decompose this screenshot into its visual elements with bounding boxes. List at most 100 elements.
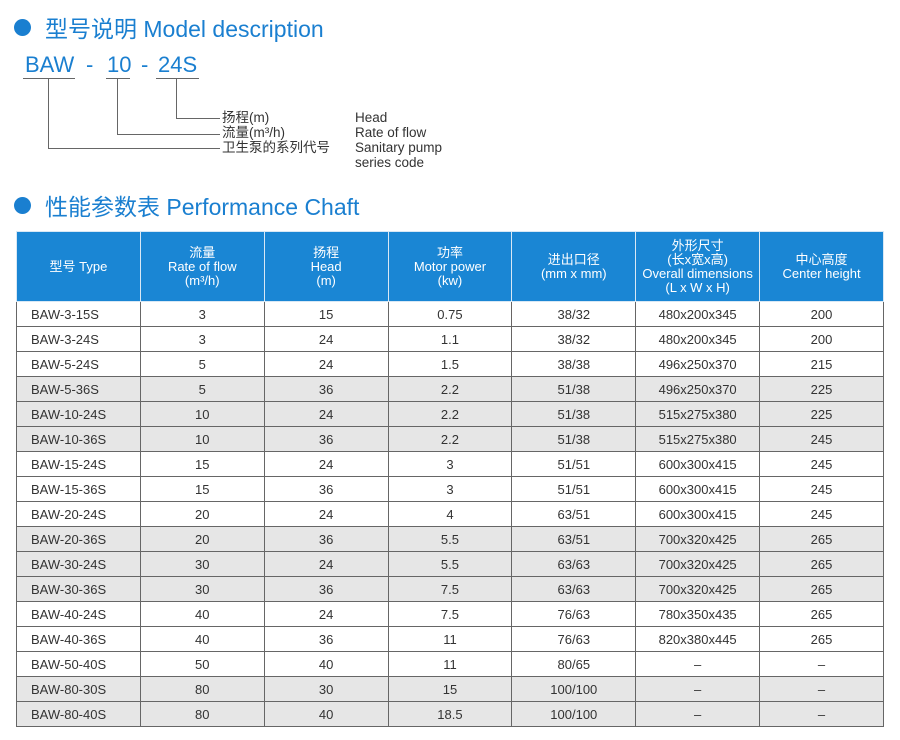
table-cell: BAW-80-30S bbox=[16, 676, 141, 702]
table-cell: 820x380x445 bbox=[635, 626, 761, 652]
table-row: BAW-20-36S 20 36 5.5 63/51 700x320x425 265 bbox=[16, 526, 884, 552]
underline bbox=[23, 78, 75, 79]
table-cell: – bbox=[759, 701, 884, 727]
legend-head-en: Head bbox=[355, 110, 388, 125]
header-line: 进出口径 bbox=[547, 251, 600, 267]
table-cell: 10 bbox=[139, 426, 265, 452]
table-cell: 15 bbox=[139, 476, 265, 502]
table-cell: 18.5 bbox=[387, 701, 513, 727]
table-row: BAW-5-24S 5 24 1.5 38/38 496x250x370 215 bbox=[16, 351, 884, 377]
table-cell: 24 bbox=[263, 351, 389, 377]
table-cell: 265 bbox=[759, 551, 884, 577]
legend-series-cn: 卫生泵的系列代号 bbox=[222, 140, 330, 155]
table-cell: 100/100 bbox=[511, 701, 637, 727]
table-cell: BAW-3-24S bbox=[16, 326, 141, 352]
table-cell: 496x250x370 bbox=[635, 376, 761, 402]
table-cell: 51/38 bbox=[511, 426, 637, 452]
connector-line bbox=[48, 78, 49, 148]
table-cell: 51/38 bbox=[511, 401, 637, 427]
table-cell: BAW-50-40S bbox=[16, 651, 141, 677]
table-cell: 3 bbox=[387, 476, 513, 502]
column-header: 外形尺寸 (长x宽x高) Overall dimensions (L x W x H) bbox=[635, 231, 761, 302]
table-cell: – bbox=[759, 676, 884, 702]
header-line: (L x W x H) bbox=[665, 279, 730, 295]
table-cell: 480x200x345 bbox=[635, 326, 761, 352]
code-flow: 10 bbox=[107, 52, 132, 77]
header-line: 流量 bbox=[189, 244, 216, 260]
table-cell: 11 bbox=[387, 651, 513, 677]
table-cell: 7.5 bbox=[387, 576, 513, 602]
underline bbox=[106, 78, 130, 79]
header-line: 中心高度 bbox=[795, 251, 848, 267]
table-cell: 76/63 bbox=[511, 626, 637, 652]
table-cell: BAW-20-36S bbox=[16, 526, 141, 552]
header-line: Rate of flow bbox=[167, 258, 237, 274]
bullet-icon bbox=[14, 196, 31, 214]
connector-line bbox=[176, 78, 177, 118]
table-row: BAW-30-36S 30 36 7.5 63/63 700x320x425 265 bbox=[16, 576, 884, 602]
table-cell: 30 bbox=[139, 576, 265, 602]
table-cell: – bbox=[635, 676, 761, 702]
table-row: BAW-80-30S 80 30 15 100/100– – bbox=[16, 676, 884, 702]
table-cell: 36 bbox=[263, 526, 389, 552]
table-cell: 36 bbox=[263, 626, 389, 652]
table-row: BAW-80-40S 80 40 18.5 100/100– – bbox=[16, 701, 884, 727]
table-row: BAW-15-24S 15 24 3 51/51 600x300x415 245 bbox=[16, 451, 884, 477]
underline bbox=[156, 78, 199, 79]
table-row: BAW-15-36S 15 36 3 51/51 600x300x415 245 bbox=[16, 476, 884, 502]
connector-line bbox=[117, 134, 220, 135]
table-cell: 700x320x425 bbox=[635, 551, 761, 577]
table-cell: 15 bbox=[387, 676, 513, 702]
table-cell: 200 bbox=[759, 301, 884, 327]
table-row: BAW-50-40S 50 40 11 80/65– – bbox=[16, 651, 884, 677]
code-head: 24S bbox=[158, 52, 198, 77]
table-cell: 600x300x415 bbox=[635, 451, 761, 477]
table-cell: 63/63 bbox=[511, 551, 637, 577]
table-cell: 10 bbox=[139, 401, 265, 427]
table-cell: BAW-5-36S bbox=[16, 376, 141, 402]
table-cell: 40 bbox=[139, 601, 265, 627]
table-cell: BAW-40-36S bbox=[16, 626, 141, 652]
table-cell: 15 bbox=[263, 301, 389, 327]
table-cell: 11 bbox=[387, 626, 513, 652]
header-line: 扬程 bbox=[313, 244, 340, 260]
header-line: (m³/h) bbox=[184, 272, 220, 288]
column-header: 进出口径 (mm x mm) bbox=[511, 231, 637, 302]
table-cell: 700x320x425 bbox=[635, 576, 761, 602]
table-cell: 24 bbox=[263, 501, 389, 527]
table-row: BAW-10-24S 10 24 2.2 51/38 515x275x380 225 bbox=[16, 401, 884, 427]
code-sep: - bbox=[86, 52, 94, 77]
table-cell: 215 bbox=[759, 351, 884, 377]
table-cell: – bbox=[759, 651, 884, 677]
table-cell: 40 bbox=[263, 651, 389, 677]
table-cell: 24 bbox=[263, 551, 389, 577]
header-line: (mm x mm) bbox=[540, 265, 607, 281]
table-cell: BAW-5-24S bbox=[16, 351, 141, 377]
column-header: 功率 Motor power (kw) bbox=[387, 231, 513, 302]
table-cell: 225 bbox=[759, 401, 884, 427]
table-cell: 50 bbox=[139, 651, 265, 677]
table-cell: 245 bbox=[759, 426, 884, 452]
table-cell: 245 bbox=[759, 451, 884, 477]
header-line: (m) bbox=[316, 272, 336, 288]
legend-series-en: Sanitary pump bbox=[355, 140, 443, 155]
table-row: BAW-40-24S 40 24 7.5 76/63 780x350x435 265 bbox=[16, 601, 884, 627]
table-cell: BAW-15-36S bbox=[16, 476, 141, 502]
connector-line bbox=[48, 148, 220, 149]
table-cell: BAW-10-36S bbox=[16, 426, 141, 452]
table-cell: 36 bbox=[263, 476, 389, 502]
table-cell: – bbox=[635, 701, 761, 727]
table-cell: 2.2 bbox=[387, 376, 513, 402]
legend-head-cn: 扬程(m) bbox=[222, 110, 270, 125]
table-cell: 30 bbox=[139, 551, 265, 577]
table-cell: BAW-30-24S bbox=[16, 551, 141, 577]
table-cell: 3 bbox=[387, 451, 513, 477]
table-cell: 63/51 bbox=[511, 526, 637, 552]
legend-flow-cn: 流量(m³/h) bbox=[222, 125, 285, 140]
table-cell: 245 bbox=[759, 501, 884, 527]
table-cell: 40 bbox=[263, 701, 389, 727]
legend-series-en2: series code bbox=[355, 155, 425, 170]
table-row: BAW-20-24S 20 24 4 63/51 600x300x415 245 bbox=[16, 501, 884, 527]
table-cell: 265 bbox=[759, 601, 884, 627]
table-cell: 36 bbox=[263, 576, 389, 602]
